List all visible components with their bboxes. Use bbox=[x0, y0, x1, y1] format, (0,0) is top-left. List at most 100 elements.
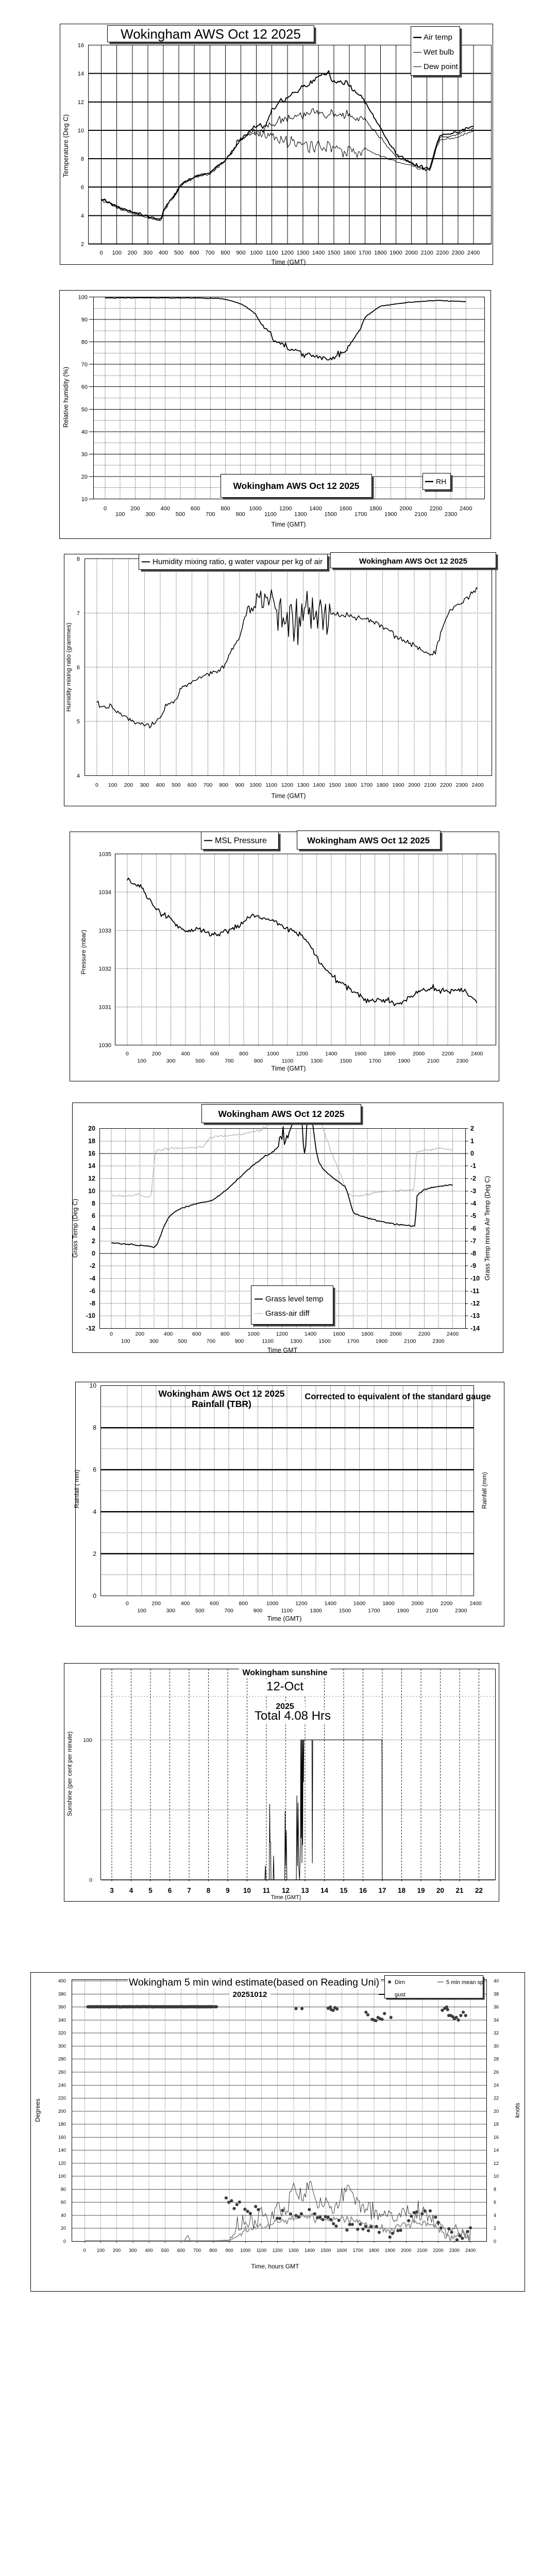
svg-text:2200: 2200 bbox=[418, 1331, 431, 1337]
svg-text:240: 240 bbox=[58, 2082, 66, 2088]
svg-text:6: 6 bbox=[77, 665, 80, 671]
svg-text:14: 14 bbox=[320, 1887, 329, 1894]
svg-text:2300: 2300 bbox=[457, 1058, 469, 1064]
svg-text:30: 30 bbox=[81, 451, 88, 457]
svg-text:100: 100 bbox=[58, 2174, 66, 2179]
svg-text:1600: 1600 bbox=[333, 1331, 345, 1337]
svg-text:-2: -2 bbox=[90, 1262, 95, 1269]
svg-text:500: 500 bbox=[196, 1058, 205, 1064]
svg-text:1800: 1800 bbox=[382, 1601, 395, 1607]
svg-text:1600: 1600 bbox=[345, 782, 357, 788]
svg-text:-8: -8 bbox=[470, 1250, 476, 1257]
svg-text:6: 6 bbox=[168, 1887, 172, 1894]
svg-text:1900: 1900 bbox=[390, 250, 402, 256]
svg-text:140: 140 bbox=[58, 2148, 66, 2153]
svg-text:Corrected to equivalent of the: Corrected to equivalent of the standard … bbox=[305, 1392, 491, 1401]
svg-text:1200: 1200 bbox=[296, 1051, 309, 1057]
svg-text:400: 400 bbox=[58, 1978, 66, 1984]
svg-text:400: 400 bbox=[181, 1601, 190, 1607]
svg-text:2200: 2200 bbox=[433, 2248, 444, 2253]
svg-text:2: 2 bbox=[470, 1125, 474, 1132]
svg-text:Time (GMT): Time (GMT) bbox=[267, 1615, 302, 1622]
svg-text:MSL Pressure: MSL Pressure bbox=[215, 837, 267, 845]
svg-text:200: 200 bbox=[124, 782, 133, 788]
svg-text:340: 340 bbox=[58, 2018, 66, 2023]
svg-text:2200: 2200 bbox=[430, 506, 442, 512]
svg-text:2000: 2000 bbox=[401, 2248, 411, 2253]
svg-text:18: 18 bbox=[494, 2122, 499, 2127]
svg-text:600: 600 bbox=[177, 2248, 185, 2253]
svg-text:1600: 1600 bbox=[336, 2248, 347, 2253]
svg-text:800: 800 bbox=[219, 782, 229, 788]
svg-text:12: 12 bbox=[78, 99, 84, 106]
svg-text:1200: 1200 bbox=[273, 2248, 283, 2253]
svg-text:Time (GMT): Time (GMT) bbox=[272, 1065, 306, 1072]
svg-text:2: 2 bbox=[81, 242, 84, 248]
svg-text:200: 200 bbox=[130, 506, 140, 512]
svg-text:1500: 1500 bbox=[328, 250, 340, 256]
svg-text:1700: 1700 bbox=[354, 512, 367, 518]
svg-text:20: 20 bbox=[61, 2226, 66, 2231]
svg-text:2100: 2100 bbox=[415, 512, 427, 518]
svg-text:1800: 1800 bbox=[369, 2248, 379, 2253]
svg-text:4: 4 bbox=[77, 773, 80, 779]
svg-text:1031: 1031 bbox=[99, 1004, 111, 1010]
svg-text:1100: 1100 bbox=[266, 250, 278, 256]
svg-text:900: 900 bbox=[254, 1058, 263, 1064]
svg-text:1030: 1030 bbox=[99, 1043, 111, 1049]
svg-text:700: 700 bbox=[224, 1608, 233, 1614]
svg-text:Total 4.08 Hrs: Total 4.08 Hrs bbox=[255, 1709, 331, 1723]
svg-text:Time, hours GMT: Time, hours GMT bbox=[251, 2263, 300, 2270]
svg-text:1400: 1400 bbox=[305, 2248, 315, 2253]
svg-text:0: 0 bbox=[63, 2239, 66, 2244]
svg-text:1500: 1500 bbox=[318, 1338, 331, 1345]
svg-text:-6: -6 bbox=[90, 1287, 95, 1295]
svg-text:6: 6 bbox=[92, 1212, 95, 1219]
svg-text:380: 380 bbox=[58, 1991, 66, 1996]
svg-text:1900: 1900 bbox=[376, 1338, 388, 1345]
svg-text:32: 32 bbox=[494, 2030, 499, 2036]
svg-text:200: 200 bbox=[128, 250, 137, 256]
svg-text:4: 4 bbox=[129, 1887, 133, 1894]
svg-text:Time (GMT): Time (GMT) bbox=[271, 1894, 301, 1901]
svg-text:800: 800 bbox=[239, 1051, 248, 1057]
svg-text:600: 600 bbox=[190, 250, 199, 256]
svg-text:Humidity mixing ratio, g water: Humidity mixing ratio, g water vapour pe… bbox=[153, 557, 323, 566]
svg-text:2300: 2300 bbox=[432, 1338, 445, 1345]
svg-text:1000: 1000 bbox=[250, 250, 262, 256]
svg-text:1500: 1500 bbox=[329, 782, 341, 788]
svg-text:17: 17 bbox=[378, 1887, 386, 1894]
svg-text:200: 200 bbox=[151, 1601, 161, 1607]
svg-text:0: 0 bbox=[93, 1592, 96, 1600]
svg-text:300: 300 bbox=[129, 2248, 137, 2253]
svg-text:700: 700 bbox=[204, 782, 213, 788]
svg-text:20: 20 bbox=[436, 1887, 444, 1894]
svg-text:10: 10 bbox=[243, 1887, 251, 1894]
svg-text:26: 26 bbox=[494, 2070, 499, 2075]
svg-text:16: 16 bbox=[494, 2134, 499, 2140]
svg-text:Wokingham AWS Oct 12 2025: Wokingham AWS Oct 12 2025 bbox=[121, 26, 301, 42]
svg-text:40: 40 bbox=[81, 429, 88, 435]
svg-text:1700: 1700 bbox=[361, 782, 373, 788]
svg-text:1300: 1300 bbox=[297, 250, 309, 256]
svg-text:100: 100 bbox=[97, 2248, 105, 2253]
svg-text:300: 300 bbox=[145, 512, 155, 518]
svg-text:-10: -10 bbox=[470, 1275, 480, 1282]
svg-text:Dirn: Dirn bbox=[395, 1979, 405, 1986]
svg-text:gust: gust bbox=[395, 1992, 405, 1998]
svg-text:2100: 2100 bbox=[424, 782, 436, 788]
svg-text:2100: 2100 bbox=[420, 250, 433, 256]
svg-text:-6: -6 bbox=[470, 1225, 476, 1232]
svg-text:1100: 1100 bbox=[282, 1058, 294, 1064]
svg-text:600: 600 bbox=[210, 1601, 219, 1607]
svg-text:2100: 2100 bbox=[426, 1608, 438, 1614]
svg-text:0: 0 bbox=[110, 1331, 113, 1337]
svg-text:Temperature (Deg C): Temperature (Deg C) bbox=[62, 114, 70, 177]
svg-text:400: 400 bbox=[161, 506, 170, 512]
svg-text:2400: 2400 bbox=[467, 250, 480, 256]
svg-text:10: 10 bbox=[81, 497, 88, 503]
svg-text:900: 900 bbox=[253, 1608, 263, 1614]
svg-text:20251012: 20251012 bbox=[233, 1990, 267, 1999]
svg-text:Wokingham AWS Oct 12 2025: Wokingham AWS Oct 12 2025 bbox=[359, 557, 467, 566]
svg-text:2000: 2000 bbox=[399, 506, 412, 512]
